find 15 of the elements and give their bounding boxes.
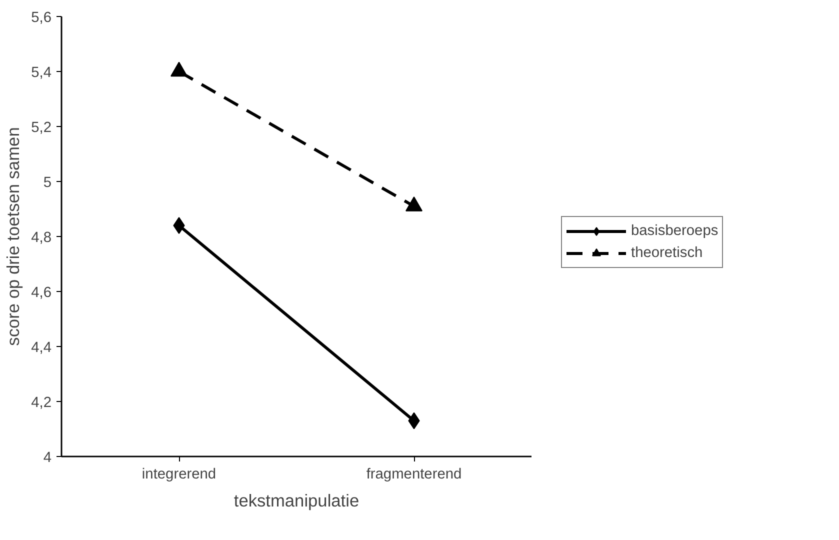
y-tick-label: 5,6	[31, 10, 52, 26]
y-tick-label: 4,2	[31, 395, 52, 411]
y-tick-label: 4,4	[31, 340, 52, 356]
x-axis-title: tekstmanipulatie	[234, 490, 360, 510]
y-tick-label: 5,4	[31, 65, 52, 81]
y-tick-label: 4,8	[31, 230, 52, 246]
y-axis-title: score op drie toetsen samen	[3, 127, 24, 346]
legend-label: basisberoeps	[631, 223, 718, 239]
y-tick-label: 5	[43, 175, 52, 191]
x-tick-label: fragmenterend	[366, 466, 462, 482]
legend-label: theoretisch	[631, 245, 703, 261]
y-tick-label: 4,6	[31, 285, 52, 301]
x-tick-label: integrerend	[142, 466, 216, 482]
y-tick-label: 5,2	[31, 120, 52, 136]
y-tick-label: 4	[43, 450, 52, 466]
